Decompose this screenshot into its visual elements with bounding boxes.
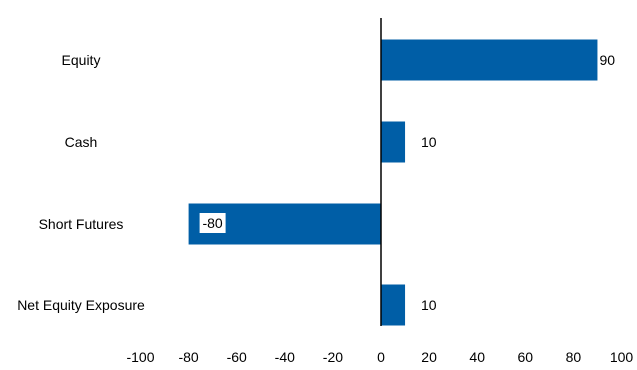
value-label: 10 — [421, 134, 437, 150]
category-labels: Equity Cash Short Futures Net Equity Exposu… — [17, 52, 145, 313]
x-tick-label: -100 — [126, 349, 154, 365]
category-label: Short Futures — [39, 216, 124, 232]
x-tick-label: 100 — [610, 349, 634, 365]
x-tick-label: -20 — [323, 349, 343, 365]
x-tick-labels: -100 -80 -60 -40 -20 0 20 40 60 80 100 — [126, 349, 633, 365]
bars-group — [188, 39, 598, 326]
x-tick-label: -40 — [275, 349, 295, 365]
x-tick-label: 40 — [469, 349, 485, 365]
value-label: 90 — [599, 52, 615, 68]
x-tick-label: 20 — [421, 349, 437, 365]
value-label-box — [199, 213, 226, 233]
x-tick-label: -80 — [178, 349, 198, 365]
x-tick-label: 80 — [566, 349, 582, 365]
category-label: Net Equity Exposure — [17, 297, 145, 313]
x-tick-label: -60 — [227, 349, 247, 365]
x-tick-label: 60 — [518, 349, 534, 365]
value-label: 10 — [421, 297, 437, 313]
value-label: -80 — [202, 215, 222, 231]
x-tick-label: 0 — [377, 349, 385, 365]
value-labels: 90 10 -80 10 — [199, 52, 615, 313]
bar-equity — [381, 39, 598, 81]
bar-cash — [381, 121, 406, 163]
category-label: Cash — [65, 134, 98, 150]
category-label: Equity — [62, 52, 101, 68]
bar-net-equity-exposure — [381, 284, 406, 326]
